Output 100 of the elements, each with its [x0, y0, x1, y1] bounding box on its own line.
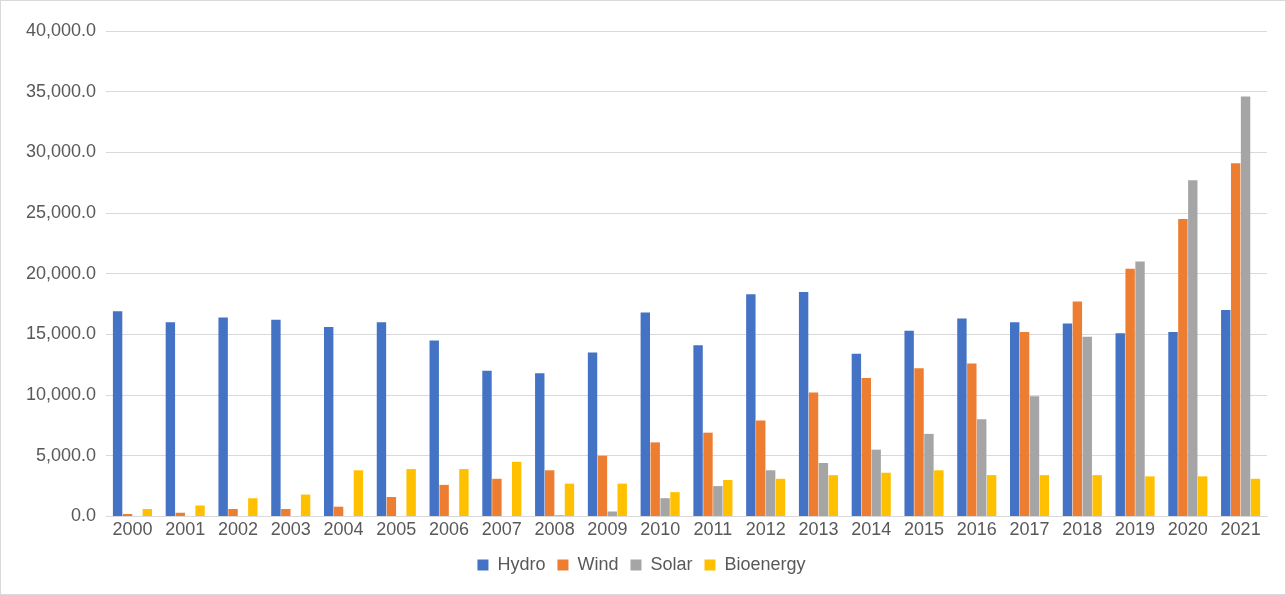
bar	[746, 294, 756, 516]
bar	[765, 470, 776, 516]
bar	[406, 469, 416, 516]
bar	[977, 419, 987, 516]
bar	[1230, 163, 1241, 516]
bar	[218, 317, 228, 516]
x-tick-label: 2006	[429, 519, 470, 540]
bar	[1197, 476, 1208, 516]
bar	[703, 432, 713, 516]
bar	[818, 463, 829, 516]
x-tick-label: 2015	[903, 519, 945, 540]
y-tick-label: 25,000.0	[25, 201, 97, 222]
bar	[1019, 331, 1030, 516]
bar	[195, 505, 205, 516]
x-tick-label: 2014	[851, 519, 892, 540]
x-tick-label: 2010	[640, 519, 681, 540]
x-tick-label: 2016	[956, 519, 997, 540]
bar	[323, 327, 334, 516]
y-tick-label: 40,000.0	[25, 19, 97, 40]
bar	[587, 352, 598, 516]
bar	[1125, 268, 1135, 516]
bar	[808, 392, 819, 516]
bar	[1250, 478, 1261, 516]
bar	[1029, 396, 1040, 516]
bar	[228, 509, 238, 516]
bar	[492, 478, 502, 516]
bar	[914, 368, 924, 516]
y-tick-label: 15,000.0	[25, 323, 97, 344]
x-tick-label: 2011	[693, 519, 733, 540]
x-tick-label: 2012	[745, 519, 786, 540]
bar	[670, 492, 680, 516]
y-tick-label: 30,000.0	[25, 141, 97, 162]
x-tick-label: 2004	[323, 519, 364, 540]
bar	[904, 330, 914, 516]
bar	[1178, 219, 1188, 516]
bar	[142, 509, 152, 516]
bar	[459, 469, 469, 516]
bar	[640, 312, 651, 516]
bar	[271, 319, 281, 516]
y-tick-label: 5,000.0	[36, 444, 97, 465]
bar	[1082, 336, 1092, 516]
x-tick-label: 2002	[217, 519, 259, 540]
bar	[1115, 333, 1125, 516]
bar	[165, 322, 176, 516]
bar	[617, 483, 627, 516]
bar	[112, 311, 123, 516]
bar	[1135, 261, 1145, 516]
bar	[353, 470, 364, 516]
bar	[1072, 301, 1083, 516]
legend-label: Hydro	[497, 553, 546, 574]
bar	[439, 484, 449, 516]
bar	[1240, 96, 1251, 516]
x-tick-label: 2017	[1009, 519, 1050, 540]
y-tick-label: 10,000.0	[25, 384, 97, 405]
bar	[281, 509, 291, 516]
x-tick-label: 2009	[587, 519, 628, 540]
y-tick-label: 20,000.0	[25, 262, 97, 283]
x-tick-label: 2007	[481, 519, 522, 540]
bar	[851, 353, 862, 516]
bar	[535, 373, 545, 516]
bar	[1039, 475, 1050, 516]
bar	[650, 442, 660, 516]
x-tick-label: 2013	[798, 519, 839, 540]
bar	[723, 480, 733, 516]
x-tick-label: 2003	[270, 519, 311, 540]
x-tick-label: 2019	[1115, 519, 1156, 540]
bar	[248, 498, 258, 516]
bar	[1092, 475, 1102, 516]
bar	[564, 483, 575, 516]
bar	[713, 486, 723, 516]
x-tick-label: 2018	[1062, 519, 1103, 540]
legend-label: Wind	[577, 553, 619, 574]
bar	[660, 498, 670, 516]
bar	[1062, 323, 1073, 516]
bar	[861, 378, 871, 516]
bar	[798, 291, 809, 516]
bar	[957, 318, 967, 516]
bar	[756, 420, 766, 516]
y-tick-label: 0.0	[71, 505, 97, 526]
bar	[967, 363, 977, 516]
bar	[1145, 476, 1155, 516]
bar	[429, 340, 439, 516]
legend-label: Bioenergy	[724, 553, 806, 574]
bar	[924, 433, 934, 516]
bar	[775, 478, 786, 516]
legend-label: Solar	[650, 553, 693, 574]
bar	[597, 455, 608, 516]
bar	[934, 470, 944, 516]
bar	[544, 470, 555, 516]
x-tick-label: 2021	[1220, 519, 1261, 540]
bar	[881, 472, 891, 516]
bar	[1010, 322, 1020, 516]
bar	[1188, 180, 1198, 516]
bar	[175, 512, 185, 516]
x-tick-label: 2008	[534, 519, 575, 540]
bar	[828, 475, 838, 516]
x-tick-label: 2000	[112, 519, 153, 540]
bar	[300, 494, 311, 516]
x-tick-label: 2001	[165, 519, 206, 540]
bar	[376, 322, 387, 516]
